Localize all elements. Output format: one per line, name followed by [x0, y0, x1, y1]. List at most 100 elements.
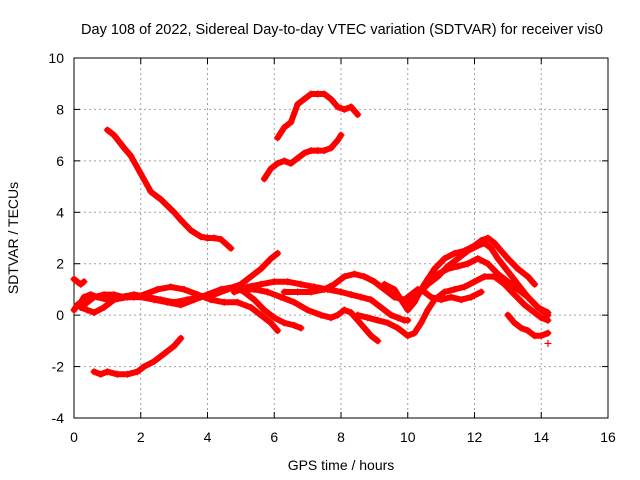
data-point — [347, 291, 355, 299]
data-point — [197, 233, 205, 241]
data-point — [127, 152, 135, 160]
data-point — [414, 291, 422, 299]
data-point — [450, 285, 458, 293]
data-point — [524, 273, 532, 281]
chart-title: Day 108 of 2022, Sidereal Day-to-day VTE… — [81, 22, 603, 38]
data-point — [193, 291, 201, 299]
series-track-1 — [103, 126, 235, 252]
data-point — [287, 159, 295, 167]
data-point — [340, 306, 348, 314]
data-point — [347, 309, 355, 317]
data-point — [270, 278, 278, 286]
data-point — [360, 273, 368, 281]
data-point — [504, 267, 512, 275]
data-point — [307, 147, 315, 155]
data-point — [264, 288, 272, 296]
series-line-track-11 — [354, 273, 551, 339]
data-point — [334, 136, 342, 144]
data-point — [257, 280, 265, 288]
data-point — [150, 357, 158, 365]
data-point — [307, 288, 315, 296]
series-track-16 — [70, 275, 88, 288]
data-point — [350, 270, 358, 278]
data-point — [394, 324, 402, 332]
y-tick-label: 10 — [48, 50, 64, 66]
data-point — [80, 293, 88, 301]
data-point — [137, 170, 145, 178]
data-point — [524, 293, 532, 301]
data-point — [157, 195, 165, 203]
data-point — [90, 309, 98, 317]
data-point — [300, 149, 308, 157]
data-point — [237, 285, 245, 293]
data-point — [100, 291, 108, 299]
data-point — [177, 301, 185, 309]
data-point — [90, 368, 98, 376]
data-point — [464, 260, 472, 268]
data-point — [491, 239, 499, 247]
data-point — [80, 301, 88, 309]
data-point — [100, 303, 108, 311]
data-point — [364, 314, 372, 322]
y-tick-label: -4 — [52, 410, 65, 426]
data-point — [187, 226, 195, 234]
x-tick-label: 10 — [400, 429, 416, 445]
data-point — [340, 273, 348, 281]
data-point — [334, 311, 342, 319]
series-track-15 — [504, 311, 552, 340]
data-point — [440, 288, 448, 296]
data-point — [374, 337, 382, 345]
data-point — [160, 350, 168, 358]
data-point — [354, 311, 362, 319]
data-point — [307, 90, 315, 98]
data-point — [190, 296, 198, 304]
data-point — [207, 296, 215, 304]
data-point — [320, 90, 328, 98]
data-point — [110, 131, 118, 139]
data-point — [374, 301, 382, 309]
data-point — [80, 278, 88, 286]
data-point — [407, 291, 415, 299]
series-track-4 — [90, 334, 185, 378]
data-point — [140, 363, 148, 371]
data-point — [511, 291, 519, 299]
data-point — [430, 296, 438, 304]
data-point — [354, 111, 362, 119]
y-tick-label: 8 — [56, 101, 64, 117]
data-point — [280, 123, 288, 131]
data-point — [270, 314, 278, 322]
data-point — [103, 126, 111, 134]
data-point — [147, 188, 155, 196]
data-point — [481, 239, 489, 247]
series-line-track-2 — [274, 91, 361, 141]
x-tick-label: 16 — [600, 429, 616, 445]
data-point — [544, 329, 552, 337]
series-layer — [70, 90, 552, 378]
data-point — [314, 90, 322, 98]
data-point — [217, 285, 225, 293]
data-point — [544, 311, 552, 319]
data-point — [150, 296, 158, 304]
data-point — [274, 134, 282, 142]
data-point — [387, 311, 395, 319]
data-point — [210, 234, 218, 242]
data-point — [297, 324, 305, 332]
data-point — [167, 283, 175, 291]
data-point — [464, 247, 472, 255]
data-point — [444, 262, 452, 270]
data-point — [534, 303, 542, 311]
data-point — [367, 332, 375, 340]
x-tick-label: 4 — [204, 429, 212, 445]
data-point — [177, 334, 185, 342]
data-point — [337, 288, 345, 296]
data-point — [133, 368, 141, 376]
data-point — [504, 311, 512, 319]
data-point — [260, 306, 268, 314]
series-track-8 — [230, 278, 412, 324]
data-point — [257, 265, 265, 273]
data-point — [274, 159, 282, 167]
data-point — [374, 316, 382, 324]
data-point — [504, 255, 512, 263]
data-point — [83, 306, 91, 314]
